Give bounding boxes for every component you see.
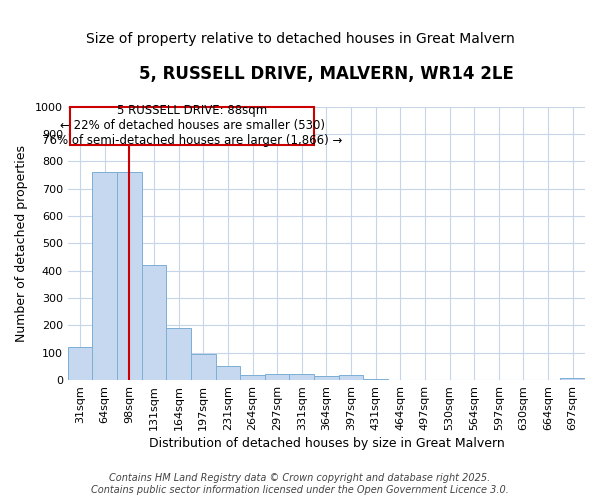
Bar [364,378,388,380]
Bar [215,366,240,380]
Bar [166,328,191,380]
Bar [240,374,265,380]
Bar [117,172,142,380]
X-axis label: Distribution of detached houses by size in Great Malvern: Distribution of detached houses by size … [149,437,504,450]
Bar [92,172,117,380]
Y-axis label: Number of detached properties: Number of detached properties [15,145,28,342]
Bar [265,374,289,380]
Bar [314,376,339,380]
Bar [142,266,166,380]
Bar [560,378,585,380]
Bar [191,354,215,380]
FancyBboxPatch shape [70,107,314,145]
Text: Size of property relative to detached houses in Great Malvern: Size of property relative to detached ho… [86,32,514,46]
Bar [339,375,364,380]
Text: 5 RUSSELL DRIVE: 88sqm
← 22% of detached houses are smaller (530)
76% of semi-de: 5 RUSSELL DRIVE: 88sqm ← 22% of detached… [42,104,343,148]
Bar [68,348,92,380]
Text: Contains HM Land Registry data © Crown copyright and database right 2025.
Contai: Contains HM Land Registry data © Crown c… [91,474,509,495]
Title: 5, RUSSELL DRIVE, MALVERN, WR14 2LE: 5, RUSSELL DRIVE, MALVERN, WR14 2LE [139,65,514,83]
Bar [289,374,314,380]
